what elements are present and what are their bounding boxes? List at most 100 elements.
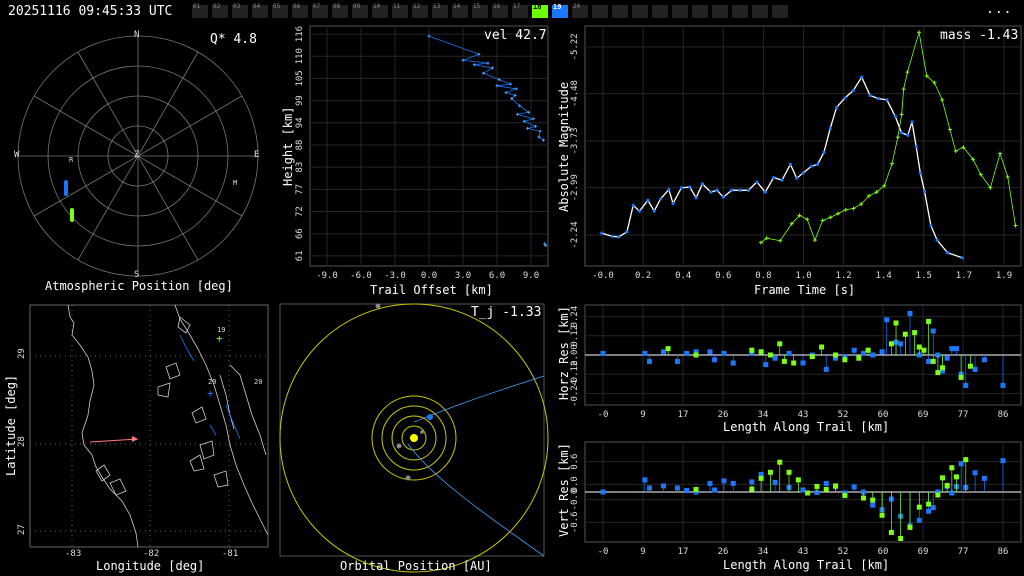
trail-point (486, 61, 490, 65)
trail-ytick: 105 (295, 70, 305, 86)
lc-blue-point (801, 171, 805, 175)
lc-green-point (836, 211, 841, 216)
event-tab-empty[interactable] (592, 5, 608, 18)
event-tab-empty[interactable] (652, 5, 668, 18)
qstar-readout: Q* 4.8 (210, 32, 257, 47)
event-tab-empty[interactable] (732, 5, 748, 18)
trail-offset-plot: -9.0 -6.0 -3.0 0.0 3.0 6.0 9.0 116 110 105 99 94 88 8… (295, 25, 549, 281)
lc-green-point (953, 149, 958, 154)
event-tab-01[interactable]: 01 (192, 3, 208, 18)
event-tab-14[interactable]: 14 (452, 3, 468, 18)
menu-button[interactable]: ... (986, 2, 1013, 17)
event-tab-09[interactable]: 09 (352, 3, 368, 18)
res-blue-point (953, 346, 959, 352)
sky-polar-plot (17, 35, 259, 277)
trail-ytick: 72 (295, 206, 305, 217)
event-tab-04[interactable]: 04 (252, 3, 268, 18)
trail-ytick: 110 (295, 48, 305, 64)
lc-green-point (917, 30, 922, 35)
event-tab-empty[interactable] (612, 5, 628, 18)
event-tab-06[interactable]: 06 (292, 3, 308, 18)
event-tab-03[interactable]: 03 (232, 3, 248, 18)
event-tab-empty[interactable] (672, 5, 688, 18)
event-tab-10[interactable]: 10 (372, 3, 388, 18)
meteor-track-blue (64, 180, 68, 196)
res-xtick: 17 (678, 410, 689, 420)
lc-ytick: -4.48 (570, 80, 580, 107)
lc-xtick: 1.7 (956, 271, 972, 281)
res-blue-point (721, 478, 727, 484)
res-blue-point (647, 358, 653, 364)
event-tab-13[interactable]: 13 (432, 3, 448, 18)
lc-blue-fit (601, 75, 963, 259)
trail-point (495, 84, 499, 88)
event-tab-07[interactable]: 07 (312, 3, 328, 18)
res-green-point (693, 352, 699, 358)
event-tab-12[interactable]: 12 (412, 3, 428, 18)
trail-point (538, 129, 542, 133)
event-tab-17[interactable]: 17 (512, 3, 528, 18)
hres-xlabel: Length Along Trail [km] (723, 420, 890, 434)
event-tab-05[interactable]: 05 (272, 3, 288, 18)
west-label: W (14, 150, 20, 160)
south-label: S (134, 270, 140, 280)
trail-xtick: 0.0 (421, 271, 437, 281)
lc-blue-point (780, 178, 784, 182)
res-ytick: 0.00 (570, 344, 580, 366)
east-label: E (254, 150, 260, 160)
res-blue-point (898, 341, 904, 347)
map-xtick-1: -82 (143, 549, 160, 559)
event-tab-empty[interactable] (692, 5, 708, 18)
lc-blue-point (918, 171, 922, 175)
res-blue-point (870, 502, 876, 508)
lc-blue-point (876, 97, 881, 101)
lc-green-point (971, 157, 976, 162)
event-tab-18[interactable]: 18 (532, 3, 548, 18)
orbit-plot (279, 303, 549, 573)
res-blue-point (907, 310, 913, 316)
lc-blue-point (637, 209, 642, 213)
event-tab-20[interactable]: 20 (572, 3, 588, 18)
lc-blue-point (929, 223, 933, 228)
lc-green-point (789, 221, 794, 226)
res-green-point (930, 358, 936, 364)
lc-xtick: 1.5 (916, 271, 932, 281)
res-blue-point (814, 490, 820, 496)
lc-blue-point (679, 186, 684, 190)
lc-xtick: 0.8 (755, 271, 771, 281)
res-blue-point (944, 355, 950, 361)
event-tab-11[interactable]: 11 (392, 3, 408, 18)
event-tab-19[interactable]: 19 (552, 3, 568, 18)
lc-blue-point (946, 251, 950, 255)
event-tab-16[interactable]: 16 (492, 3, 508, 18)
lc-blue-point (755, 180, 759, 184)
event-tab-15[interactable]: 15 (472, 3, 488, 18)
event-tab-08[interactable]: 08 (332, 3, 348, 18)
res-green-point (767, 469, 773, 475)
trail-xtick: -3.0 (384, 271, 406, 281)
lc-green-point (851, 206, 856, 211)
event-tab-empty[interactable] (752, 5, 768, 18)
lc-blue-point (738, 188, 742, 192)
trail-point (541, 138, 545, 142)
trail-point (518, 104, 522, 108)
res-xtick: 69 (918, 547, 929, 557)
event-tab-02[interactable]: 02 (212, 3, 228, 18)
res-green-point (809, 354, 815, 360)
res-ytick: 0.0 (570, 476, 580, 492)
lc-green-point (988, 185, 993, 190)
lc-green-point (1013, 223, 1018, 228)
event-tab-empty[interactable] (772, 5, 788, 18)
lc-ytick: -5.22 (570, 33, 580, 60)
res-xtick: 52 (838, 410, 849, 420)
res-green-point (842, 357, 848, 363)
lc-green-point (882, 183, 887, 188)
event-tab-empty[interactable] (712, 5, 728, 18)
res-green-point (749, 347, 755, 353)
res-green-point (860, 495, 866, 501)
res-blue-point (823, 480, 829, 486)
res-green-point (963, 457, 969, 463)
planet-b (420, 430, 424, 434)
event-tab-empty[interactable] (632, 5, 648, 18)
lc-green-line (760, 32, 1016, 243)
